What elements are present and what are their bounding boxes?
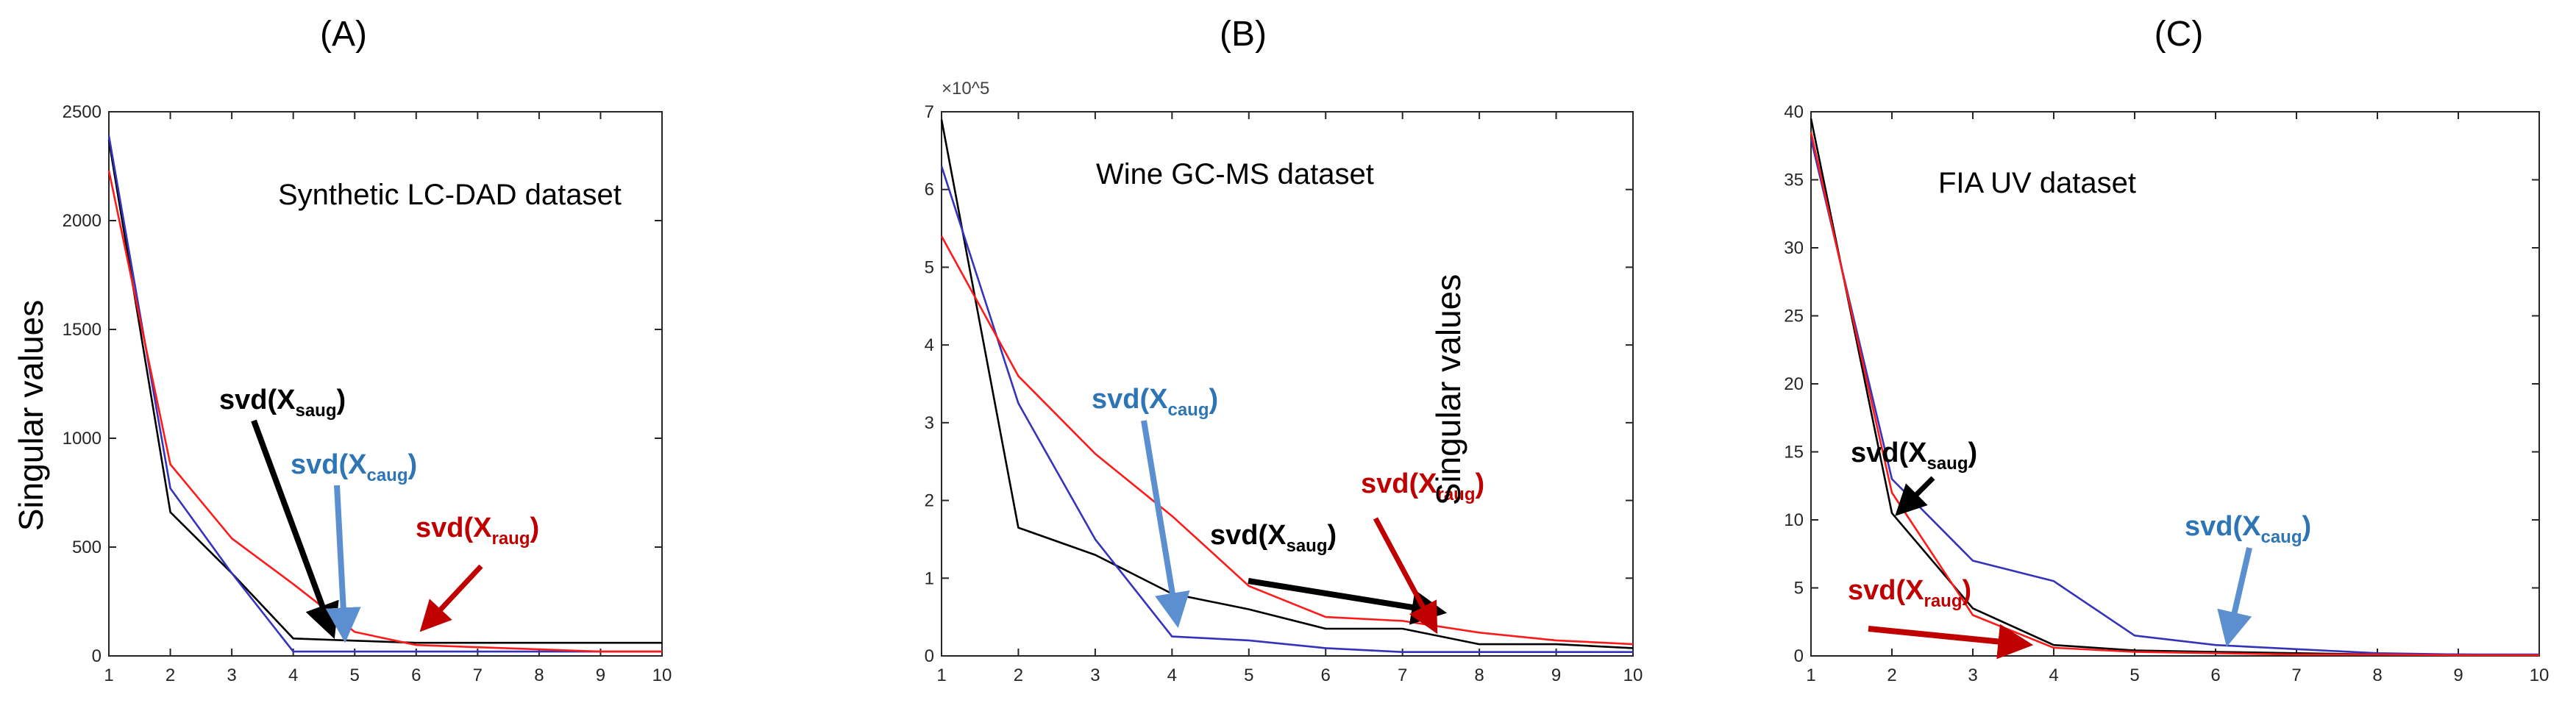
panel-a-ytick-label: 0 — [92, 646, 102, 666]
panel-b-xtick-label: 8 — [1474, 665, 1484, 685]
panel-c: 1 2 3 4 5 6 7 8 9 10 0 5 10 15 20 25 30 35 40 (C) FIA UV d… — [1784, 15, 2549, 685]
panel-a-xtick-label: 1 — [104, 665, 113, 685]
panel-a-xtick-label: 10 — [652, 665, 672, 685]
panel-c-ytick-label: 40 — [1784, 102, 1804, 122]
panel-a-xtick-label: 3 — [227, 665, 236, 685]
panel-b-ytick-label: 2 — [925, 491, 934, 511]
panel-c-annotation-raug: svd(Xraug) — [1848, 575, 1971, 611]
panel-c-ytick-label: 35 — [1784, 171, 1804, 190]
panel-c-xtick-label: 1 — [1806, 665, 1815, 685]
panel-a: 1 2 3 4 5 6 7 8 9 10 0 500 1000 1500 2000 2500 (A) Synt… — [12, 15, 672, 685]
panel-c-arrow-saug — [1895, 476, 1935, 516]
panel-c-ytick-label: 20 — [1784, 374, 1804, 394]
panel-b-xtick-label: 5 — [1244, 665, 1253, 685]
panel-c-arrow-caug — [2217, 547, 2252, 647]
panel-b-ytick-label: 0 — [925, 646, 934, 666]
panel-a-marks: 1 2 3 4 5 6 7 8 9 10 0 500 1000 1500 2000 2500 — [63, 102, 672, 685]
panel-a-axes-box — [108, 111, 663, 657]
panel-a-ytick-label: 500 — [72, 538, 102, 557]
panel-b-xtick-label: 9 — [1551, 665, 1561, 685]
panel-a-annotation-saug: svd(Xsaug) — [219, 385, 346, 421]
panel-b-ytick-label: 6 — [925, 180, 934, 200]
panel-b-ytick-label: 5 — [925, 257, 934, 277]
panel-c-ytick-label: 10 — [1784, 510, 1804, 530]
panel-c-series-blue — [1810, 138, 2539, 656]
panel-b-arrow-saug — [1248, 578, 1448, 625]
panel-c-xtick-label: 10 — [2530, 665, 2550, 685]
panel-b-ytick-label: 1 — [925, 568, 934, 588]
panel-a-ytick-label: 2000 — [63, 211, 102, 231]
panel-a-series-blue — [107, 135, 662, 653]
panel-c-annotation-saug: svd(Xsaug) — [1851, 438, 1977, 474]
panel-b-xtick-label: 10 — [1623, 665, 1643, 685]
panel-a-xtick-label: 9 — [596, 665, 605, 685]
panel-b-annotation-singular-values: Singular values — [1429, 274, 1467, 506]
panel-b-xtick-label: 7 — [1398, 665, 1407, 685]
panel-c-xtick-label: 8 — [2372, 665, 2382, 685]
panel-b-series-red — [940, 235, 1634, 646]
panel-c-xtick-label: 6 — [2210, 665, 2220, 685]
panel-b-arrow-raug — [1373, 517, 1438, 635]
panel-c-label: (C) — [2155, 15, 2204, 54]
panel-b-ytick-label: 7 — [925, 102, 934, 122]
panel-b-xtick-label: 6 — [1321, 665, 1331, 685]
panel-a-ytick-label: 1500 — [63, 320, 102, 340]
panel-a-arrow-raug — [419, 564, 483, 632]
panel-a-xtick-label: 8 — [534, 665, 544, 685]
panel-a-annotation-caug: svd(Xcaug) — [291, 449, 417, 485]
panel-c-xtick-label: 2 — [1887, 665, 1896, 685]
panel-c-xtick-label: 3 — [1968, 665, 1977, 685]
panel-a-ytick-label: 1000 — [63, 429, 102, 449]
panel-a-xtick-label: 2 — [166, 665, 175, 685]
panel-b-xtick-label: 1 — [936, 665, 946, 685]
panel-a-series-red — [107, 170, 662, 653]
panel-b-arrow-caug — [1141, 420, 1190, 629]
panel-a-ytick-label: 2500 — [63, 102, 102, 122]
panel-a-xtick-label: 7 — [473, 665, 483, 685]
panel-b-ytick-label: 3 — [925, 413, 934, 433]
panel-c-xtick-label: 7 — [2291, 665, 2301, 685]
panel-c-arrow-raug — [1868, 624, 2034, 660]
panel-b-title: Wine GC-MS dataset — [1096, 158, 1374, 190]
panel-a-arrow-caug — [325, 485, 361, 643]
panel-c-ytick-label: 5 — [1794, 579, 1804, 599]
panel-a-xtick-label: 4 — [288, 665, 298, 685]
panel-c-ytick-label: 25 — [1784, 307, 1804, 326]
panel-a-annotation-raug: svd(Xraug) — [416, 513, 539, 549]
panel-c-ytick-label: 30 — [1784, 238, 1804, 258]
panel-c-axes-box — [1810, 111, 2540, 657]
panel-b-annotation-caug: svd(Xcaug) — [1092, 384, 1218, 420]
panel-c-xtick-label: 5 — [2130, 665, 2139, 685]
panel-c-annotation-caug: svd(Xcaug) — [2185, 511, 2311, 547]
panel-b-multiplier: ×10^5 — [942, 79, 989, 99]
panel-b-xtick-label: 3 — [1090, 665, 1100, 685]
panel-c-ytick-label: 15 — [1784, 443, 1804, 463]
panel-c-xtick-label: 9 — [2453, 665, 2463, 685]
panel-a-ylabel: Singular values — [12, 300, 50, 532]
panel-b-xtick-label: 2 — [1014, 665, 1023, 685]
panel-c-xtick-label: 4 — [2049, 665, 2058, 685]
panel-b-series-black — [940, 119, 1634, 649]
panel-b-axes-box — [941, 111, 1634, 657]
panel-c-marks: 1 2 3 4 5 6 7 8 9 10 0 5 10 15 20 25 30 35 40 — [1784, 102, 2549, 685]
panel-b-ytick-label: 4 — [925, 335, 934, 355]
panel-b-series-blue — [940, 165, 1633, 654]
panel-c-ytick-label: 0 — [1794, 646, 1804, 666]
panel-c-title: FIA UV dataset — [1938, 167, 2136, 199]
panel-b-annotation-saug: svd(Xsaug) — [1210, 520, 1337, 556]
panel-a-arrow-saug — [251, 419, 339, 640]
panel-a-xtick-label: 5 — [350, 665, 360, 685]
panel-a-title: Synthetic LC-DAD dataset — [278, 179, 622, 211]
panel-b-annotation-raug: svd(Xraug) — [1361, 468, 1484, 504]
panel-a-label: (A) — [320, 15, 367, 54]
panel-c-series-red — [1810, 132, 2539, 657]
panel-b-xtick-label: 4 — [1167, 665, 1177, 685]
panel-a-xtick-label: 6 — [411, 665, 421, 685]
panel-a-series-black — [107, 140, 662, 644]
panel-b-label: (B) — [1220, 15, 1267, 54]
